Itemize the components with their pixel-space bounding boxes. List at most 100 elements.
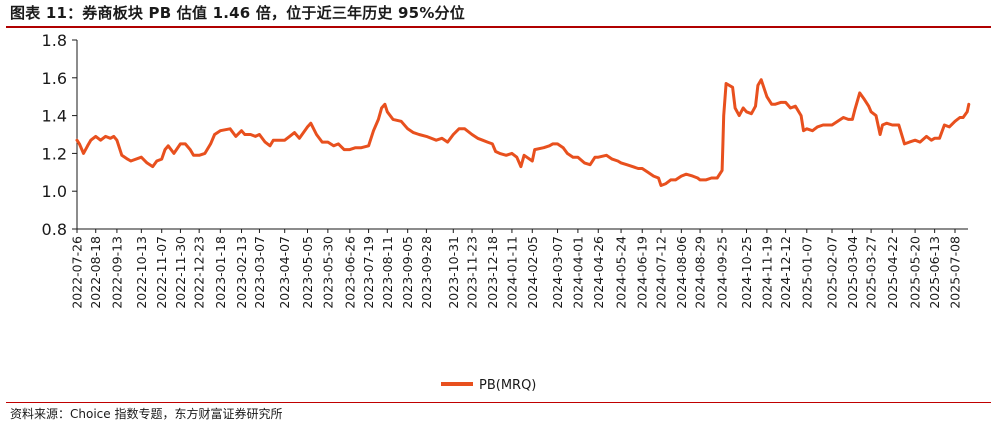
data-point	[99, 139, 102, 142]
data-point	[75, 139, 79, 142]
data-point	[240, 129, 243, 132]
data-point	[533, 148, 536, 151]
data-point	[738, 114, 741, 117]
y-tick-label: 1.8	[42, 31, 67, 50]
data-point	[657, 176, 660, 180]
data-point	[94, 135, 97, 138]
x-tick-label: 2024-04-01	[570, 236, 585, 309]
data-point	[486, 140, 489, 144]
data-point	[89, 139, 93, 142]
data-point	[908, 140, 911, 144]
data-point	[659, 184, 663, 187]
data-point	[930, 139, 933, 142]
data-point	[337, 142, 340, 146]
data-point	[696, 176, 699, 180]
data-point	[470, 133, 474, 136]
data-point	[918, 140, 922, 144]
x-tick-label: 2023-07-19	[361, 236, 376, 309]
data-point	[234, 135, 237, 138]
x-tick-label: 2025-05-20	[908, 236, 923, 309]
data-point	[321, 140, 324, 144]
x-tick-label: 2025-02-07	[825, 236, 840, 309]
data-point	[189, 148, 192, 151]
x-tick-label: 2022-10-13	[134, 236, 149, 309]
x-tick-label: 2023-02-13	[234, 236, 249, 309]
data-point	[192, 154, 195, 157]
data-point	[961, 116, 965, 119]
data-point	[853, 108, 856, 112]
x-tick-label: 2022-07-26	[70, 236, 85, 309]
x-tick-label: 2024-07-12	[653, 236, 668, 309]
data-point	[406, 127, 409, 130]
data-point	[588, 163, 592, 166]
data-point	[903, 142, 906, 146]
data-point	[938, 137, 941, 140]
x-tick-label: 2023-04-07	[277, 236, 292, 309]
data-point	[680, 174, 683, 178]
data-point	[425, 135, 428, 138]
data-point	[953, 120, 957, 123]
data-point	[756, 84, 760, 87]
data-point	[377, 118, 380, 121]
data-point	[82, 152, 85, 155]
y-tick-label: 1.0	[42, 182, 67, 201]
data-point	[674, 178, 677, 182]
x-axis: 2022-07-26 2022-08-18 2022-09-13 2022-10-13…	[70, 228, 968, 309]
data-point	[112, 135, 115, 138]
y-tick-label: 1.6	[42, 69, 67, 88]
data-point	[858, 91, 861, 95]
data-point	[383, 103, 387, 106]
data-point	[710, 176, 713, 180]
x-tick-label: 2025-07-08	[948, 236, 963, 309]
x-tick-label: 2024-10-25	[739, 236, 754, 309]
x-tick-label: 2024-08-06	[674, 236, 689, 309]
data-point	[616, 159, 619, 163]
data-point	[172, 152, 176, 155]
data-point	[597, 156, 600, 159]
data-point	[203, 152, 207, 155]
data-point	[452, 133, 455, 136]
data-point	[779, 101, 782, 104]
data-point	[78, 142, 81, 146]
data-point	[933, 137, 936, 140]
data-point	[966, 110, 969, 114]
x-tick-label: 2023-09-28	[419, 236, 434, 309]
x-tick-label: 2024-11-19	[759, 236, 774, 309]
data-point	[821, 123, 825, 127]
data-point	[254, 135, 257, 138]
x-tick-label: 2024-01-11	[504, 236, 519, 309]
data-point	[219, 129, 222, 132]
x-tick-label: 2023-10-31	[446, 236, 461, 309]
data-point	[765, 95, 769, 98]
x-tick-label: 2025-03-27	[864, 236, 879, 309]
data-point	[967, 103, 970, 106]
data-point	[721, 142, 725, 146]
data-point	[619, 161, 623, 165]
data-point	[698, 178, 702, 182]
data-point	[184, 142, 187, 146]
data-point	[531, 159, 534, 163]
data-point	[412, 131, 415, 134]
data-point	[830, 123, 834, 127]
data-point	[463, 127, 466, 130]
data-point	[646, 171, 650, 174]
data-point	[556, 142, 559, 146]
data-point	[498, 152, 501, 155]
data-point	[745, 110, 748, 114]
data-point	[716, 176, 719, 180]
x-tick-label: 2024-02-05	[525, 236, 540, 309]
data-point	[610, 157, 614, 161]
data-point	[770, 103, 773, 106]
data-point	[685, 173, 688, 176]
data-point	[733, 106, 737, 110]
data-point	[263, 140, 267, 144]
data-point	[542, 146, 545, 149]
data-point	[704, 178, 707, 182]
data-point	[816, 125, 819, 129]
data-point	[631, 165, 634, 168]
data-point	[120, 154, 124, 157]
data-point	[913, 139, 917, 142]
data-point	[811, 129, 814, 132]
chart-title: 图表 11：券商板块 PB 估值 1.46 倍，位于近三年历史 95%分位	[10, 4, 465, 22]
data-point	[562, 146, 565, 149]
